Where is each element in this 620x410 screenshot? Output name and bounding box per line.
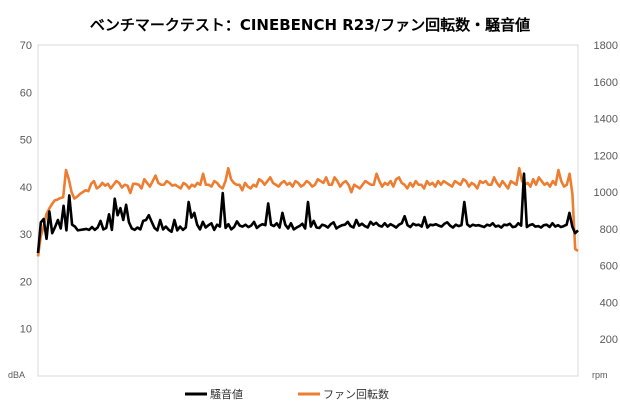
right-tick-label: 200 — [600, 334, 618, 346]
left-tick-label: 10 — [20, 324, 32, 336]
legend-label-noise: 騒音値 — [210, 387, 243, 401]
left-tick-label: 20 — [20, 276, 32, 288]
right-tick-label: 1400 — [594, 114, 618, 126]
right-tick-label: 1800 — [594, 40, 618, 52]
right-tick-label: 400 — [600, 297, 618, 309]
legend: 騒音値 ファン回転数 — [185, 387, 389, 401]
right-tick-label: 600 — [600, 261, 618, 273]
right-axis-unit: rpm — [592, 370, 608, 380]
left-axis-ticks: 10 20 30 40 50 60 70 — [20, 40, 32, 336]
right-tick-label: 1200 — [594, 150, 618, 162]
plot-area — [37, 44, 579, 377]
left-tick-label: 60 — [20, 87, 32, 99]
left-axis-unit: dBA — [8, 370, 25, 380]
right-tick-label: 1000 — [594, 187, 618, 199]
series-layer — [36, 166, 579, 257]
left-tick-label: 50 — [20, 135, 32, 147]
left-tick-label: 70 — [20, 40, 32, 52]
legend-label-fan: ファン回転数 — [323, 388, 389, 401]
left-tick-label: 30 — [20, 229, 32, 241]
chart-title: ベンチマークテスト：CINEBENCH R23/ファン回転数・騒音値 — [90, 16, 530, 34]
right-tick-label: 800 — [600, 224, 618, 236]
series-line-fan — [36, 166, 579, 257]
series-line-noise — [36, 172, 579, 254]
left-tick-label: 40 — [20, 182, 32, 194]
right-axis-ticks: 200 400 600 800 1000 1200 1400 1600 1800 — [594, 40, 618, 346]
right-tick-label: 1600 — [594, 77, 618, 89]
